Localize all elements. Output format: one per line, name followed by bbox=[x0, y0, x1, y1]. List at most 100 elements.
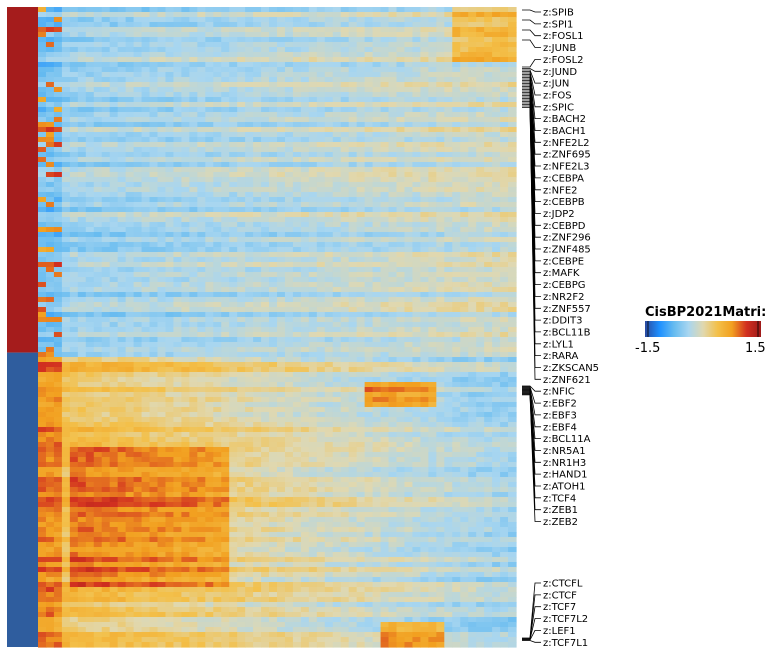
heatmap-cell bbox=[77, 172, 87, 178]
heatmap-cell bbox=[356, 77, 366, 83]
heatmap-cell bbox=[237, 182, 246, 188]
heatmap-cell bbox=[245, 7, 254, 13]
heatmap-cell bbox=[149, 322, 159, 328]
heatmap-cell bbox=[213, 237, 222, 243]
heatmap-cell bbox=[324, 37, 334, 43]
heatmap-cell bbox=[500, 152, 509, 158]
heatmap-cell bbox=[261, 32, 270, 38]
heatmap-cell bbox=[261, 212, 270, 218]
heatmap-cell bbox=[213, 267, 222, 273]
heatmap-cell bbox=[197, 332, 206, 338]
heatmap-cell bbox=[261, 397, 270, 403]
heatmap-cell bbox=[468, 87, 477, 93]
heatmap-cell bbox=[460, 282, 469, 288]
heatmap-cell bbox=[189, 402, 198, 408]
heatmap-cell bbox=[308, 62, 318, 68]
heatmap-cell bbox=[396, 312, 406, 318]
heatmap-cell bbox=[468, 267, 477, 273]
heatmap-cell bbox=[213, 317, 222, 323]
heatmap-cell bbox=[69, 277, 79, 283]
heatmap-cell bbox=[372, 92, 382, 98]
heatmap-cell bbox=[269, 262, 278, 268]
heatmap-cell bbox=[308, 182, 318, 188]
heatmap-cell bbox=[404, 172, 414, 178]
heatmap-cell bbox=[492, 107, 501, 113]
heatmap-cell bbox=[165, 342, 175, 348]
heatmap-cell bbox=[372, 107, 382, 113]
heatmap-cell bbox=[269, 307, 278, 313]
heatmap-cell bbox=[292, 312, 302, 318]
heatmap-cell bbox=[181, 282, 190, 288]
heatmap-cell bbox=[237, 172, 246, 178]
heatmap-cell bbox=[205, 232, 214, 238]
heatmap-cell bbox=[109, 337, 119, 343]
heatmap-cell bbox=[476, 12, 485, 18]
heatmap-cell bbox=[213, 27, 222, 33]
heatmap-cell bbox=[269, 367, 278, 373]
heatmap-cell bbox=[300, 162, 310, 168]
heatmap-cell bbox=[428, 87, 437, 93]
heatmap-cell bbox=[61, 67, 71, 73]
heatmap-cell bbox=[133, 362, 143, 368]
heatmap-cell bbox=[77, 42, 87, 48]
heatmap-cell bbox=[316, 262, 326, 268]
heatmap-cell bbox=[165, 17, 175, 23]
heatmap-cell bbox=[364, 82, 374, 88]
heatmap-cell bbox=[508, 157, 517, 163]
heatmap-cell bbox=[412, 7, 421, 13]
heatmap-cell bbox=[364, 277, 374, 283]
heatmap-cell bbox=[460, 167, 469, 173]
heatmap-cell bbox=[245, 37, 254, 43]
heatmap-cell bbox=[165, 217, 175, 223]
heatmap-cell bbox=[53, 402, 63, 408]
heatmap-cell bbox=[332, 247, 342, 253]
heatmap-cell bbox=[133, 372, 143, 378]
heatmap-cell bbox=[436, 367, 445, 373]
heatmap-cell bbox=[420, 242, 429, 248]
heatmap-cell bbox=[436, 252, 445, 258]
heatmap-cell bbox=[245, 362, 254, 368]
heatmap-cell bbox=[428, 282, 437, 288]
heatmap-cell bbox=[340, 402, 350, 408]
heatmap-cell bbox=[444, 142, 453, 148]
heatmap-cell bbox=[253, 242, 262, 248]
heatmap-cell bbox=[428, 267, 437, 273]
heatmap-cell bbox=[77, 317, 87, 323]
heatmap-cell bbox=[428, 332, 437, 338]
heatmap-cell bbox=[117, 62, 127, 68]
heatmap-cell bbox=[77, 162, 87, 168]
heatmap-cell bbox=[460, 162, 469, 168]
heatmap-cell bbox=[109, 297, 119, 303]
heatmap-cell bbox=[205, 402, 214, 408]
heatmap-cell bbox=[500, 82, 509, 88]
heatmap-cell bbox=[460, 277, 469, 283]
heatmap-cell bbox=[420, 67, 429, 73]
heatmap-cell bbox=[85, 227, 95, 233]
heatmap-cell bbox=[261, 337, 270, 343]
heatmap-cell bbox=[77, 132, 87, 138]
heatmap-cell bbox=[133, 7, 143, 13]
heatmap-cell bbox=[229, 397, 238, 403]
heatmap-cell bbox=[396, 297, 406, 303]
heatmap-cell bbox=[380, 217, 390, 223]
heatmap-cell bbox=[324, 317, 334, 323]
heatmap-cell bbox=[149, 347, 159, 353]
heatmap-cell bbox=[77, 242, 87, 248]
heatmap-cell bbox=[237, 232, 246, 238]
heatmap-cell bbox=[356, 307, 366, 313]
heatmap-cell bbox=[45, 217, 55, 223]
heatmap-cell bbox=[452, 207, 461, 213]
heatmap-cell bbox=[340, 137, 350, 143]
heatmap-cell bbox=[133, 242, 143, 248]
heatmap-cell bbox=[396, 262, 406, 268]
heatmap-cell bbox=[125, 17, 135, 23]
heatmap-cell bbox=[109, 192, 119, 198]
heatmap-cell bbox=[404, 252, 414, 258]
heatmap-cell bbox=[85, 187, 95, 193]
heatmap-cell bbox=[452, 132, 461, 138]
heatmap-cell bbox=[197, 392, 206, 398]
heatmap-cell bbox=[38, 87, 47, 93]
heatmap-cell bbox=[428, 132, 437, 138]
heatmap-cell bbox=[428, 202, 437, 208]
heatmap-cell bbox=[476, 307, 485, 313]
